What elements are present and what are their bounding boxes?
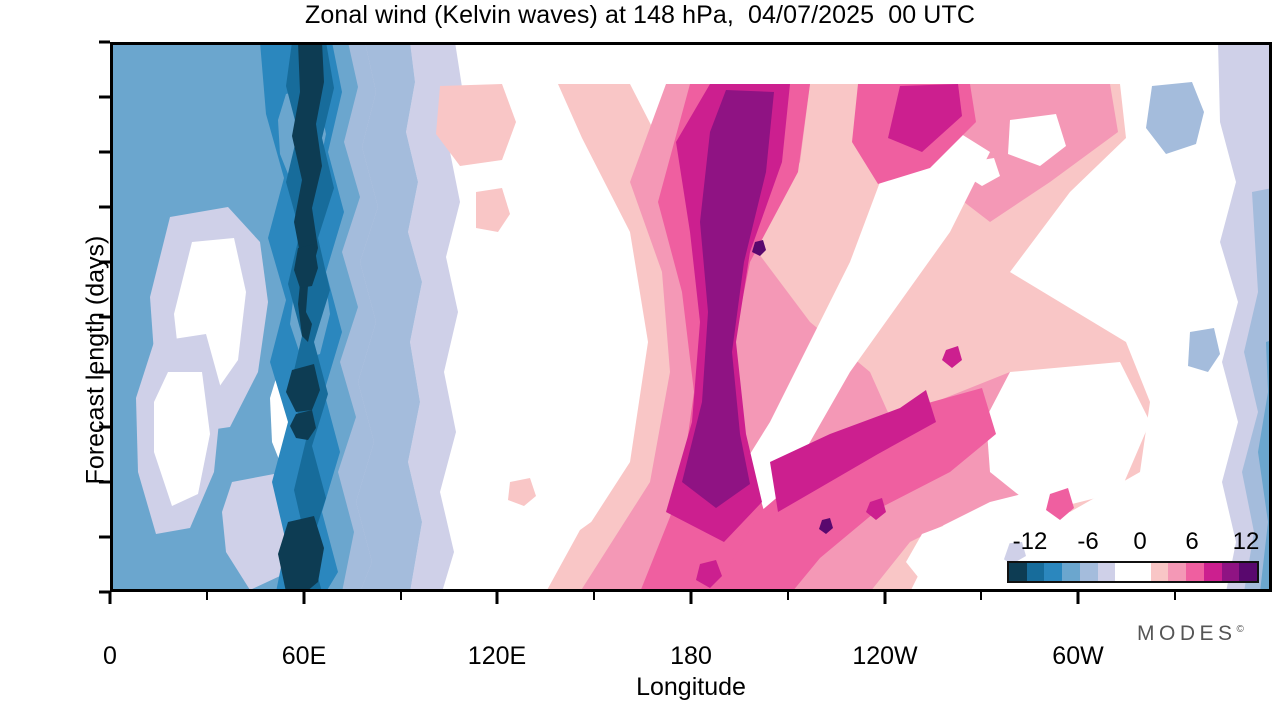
band-wrap-neg7.5 — [1258, 340, 1272, 592]
colorbar-label-6: 6 — [1185, 528, 1199, 555]
wrap-blob-mid — [1188, 328, 1220, 372]
colorbar-swatch-7 — [1133, 563, 1151, 581]
plot-frame — [110, 42, 1272, 592]
contour-bands — [110, 42, 1272, 592]
colorbar-label-neg6: -6 — [1077, 528, 1099, 555]
y-tick-6 — [99, 260, 110, 264]
colorbar-swatch-1 — [1026, 563, 1045, 581]
colorbar — [1007, 561, 1259, 583]
colorbar-swatch-13 — [1239, 563, 1258, 581]
x-tick-minor-210 — [787, 592, 789, 600]
y-tick-8 — [99, 150, 110, 154]
colorbar-swatch-0 — [1009, 563, 1027, 581]
x-tick-300 — [1076, 592, 1080, 604]
y-tick-9 — [99, 95, 110, 99]
colorbar-swatch-5 — [1097, 563, 1116, 581]
colorbar-swatch-12 — [1221, 563, 1240, 581]
band-pos2.5-extra2 — [476, 188, 510, 232]
x-tick-240 — [883, 592, 887, 604]
x-tick-minor-270 — [980, 592, 982, 600]
y-tick-2 — [99, 480, 110, 484]
y-tick-1 — [99, 535, 110, 539]
x-label-240: 120W — [852, 642, 918, 670]
hole-light-3 — [222, 474, 288, 590]
y-tick-0 — [99, 590, 110, 594]
x-tick-minor-330 — [1174, 592, 1176, 600]
y-tick-10 — [99, 40, 110, 44]
white-patch-1 — [1008, 114, 1066, 166]
band-pos12.5-core — [682, 90, 774, 508]
core-navy-spot-3 — [290, 410, 316, 440]
wrap-blob-top — [1146, 82, 1204, 154]
white-patch-4 — [906, 512, 1010, 592]
band-neg15 — [292, 42, 324, 342]
x-tick-minor-30 — [206, 592, 208, 600]
x-tick-60 — [302, 592, 306, 604]
band-pos2.5-extra — [436, 84, 516, 166]
band-pos10-c — [770, 390, 936, 512]
y-tick-4 — [99, 370, 110, 374]
x-tick-minor-90 — [400, 592, 402, 600]
white-patch-2 — [966, 158, 1000, 186]
band-neg2.5-b — [406, 42, 462, 592]
core-navy-spot-1 — [294, 244, 318, 288]
core-purple-dot-3 — [696, 560, 722, 588]
x-tick-0 — [108, 592, 112, 604]
hole-white-2 — [154, 372, 210, 506]
plot-area: 00 +1d +2d +3d +4d +5d +6d +7d +8d +9d +… — [82, 40, 1272, 701]
colorbar-swatch-9 — [1168, 563, 1187, 581]
x-label-300: 60W — [1052, 642, 1104, 670]
band-pos7.5-b — [714, 388, 996, 592]
copyright-icon: © — [1236, 624, 1244, 635]
x-label-180: 180 — [670, 642, 712, 670]
y-tick-3 — [99, 425, 110, 429]
colorbar-label-12: 12 — [1232, 528, 1260, 555]
colorbar-swatch-2 — [1044, 563, 1063, 581]
x-label-0: 0 — [103, 642, 117, 670]
colorbar-swatch-6 — [1115, 563, 1134, 581]
core-purple-dot-1 — [752, 240, 766, 256]
core-navy-spot-2 — [286, 364, 320, 412]
core-purple-dot-2 — [819, 518, 833, 534]
x-tick-180 — [689, 592, 693, 604]
x-label-60: 60E — [281, 642, 327, 670]
colorbar-swatch-4 — [1079, 563, 1098, 581]
x-tick-120 — [495, 592, 499, 604]
x-axis-title: Longitude — [636, 673, 746, 701]
small-pink-dot-1 — [942, 346, 962, 368]
contour-field — [110, 42, 1272, 592]
y-tick-5 — [99, 315, 110, 319]
band-pos2.5-extra3 — [508, 478, 536, 506]
figure-title: Zonal wind (Kelvin waves) at 148 hPa, 04… — [305, 1, 975, 29]
modes-watermark: MODES© — [1137, 622, 1244, 646]
modes-wordmark: MODES — [1137, 622, 1237, 645]
y-tick-7 — [99, 205, 110, 209]
band-pos10-b — [888, 84, 962, 152]
colorbar-swatch-11 — [1203, 563, 1222, 581]
colorbar-label-0: 0 — [1133, 528, 1147, 555]
colorbar-label-neg12: -12 — [1012, 528, 1048, 555]
colorbar-swatch-3 — [1062, 563, 1080, 581]
x-tick-minor-150 — [593, 592, 595, 600]
small-pink-dot-2 — [866, 498, 886, 520]
band-neg5-c — [356, 42, 422, 592]
x-label-120: 120E — [467, 642, 527, 670]
white-patch-6 — [1166, 476, 1202, 510]
colorbar-swatch-10 — [1186, 563, 1204, 581]
band-neg12.5 — [286, 42, 334, 592]
core-navy-spot-4 — [278, 516, 324, 592]
hovmoller-figure: Zonal wind (Kelvin waves) at 148 hPa, 04… — [82, 1, 1272, 701]
small-pink-dot-3 — [1046, 488, 1074, 520]
colorbar-swatch-8 — [1150, 563, 1169, 581]
y-axis-title: Forecast length (days) — [81, 235, 110, 485]
white-patch-3 — [986, 362, 1150, 512]
